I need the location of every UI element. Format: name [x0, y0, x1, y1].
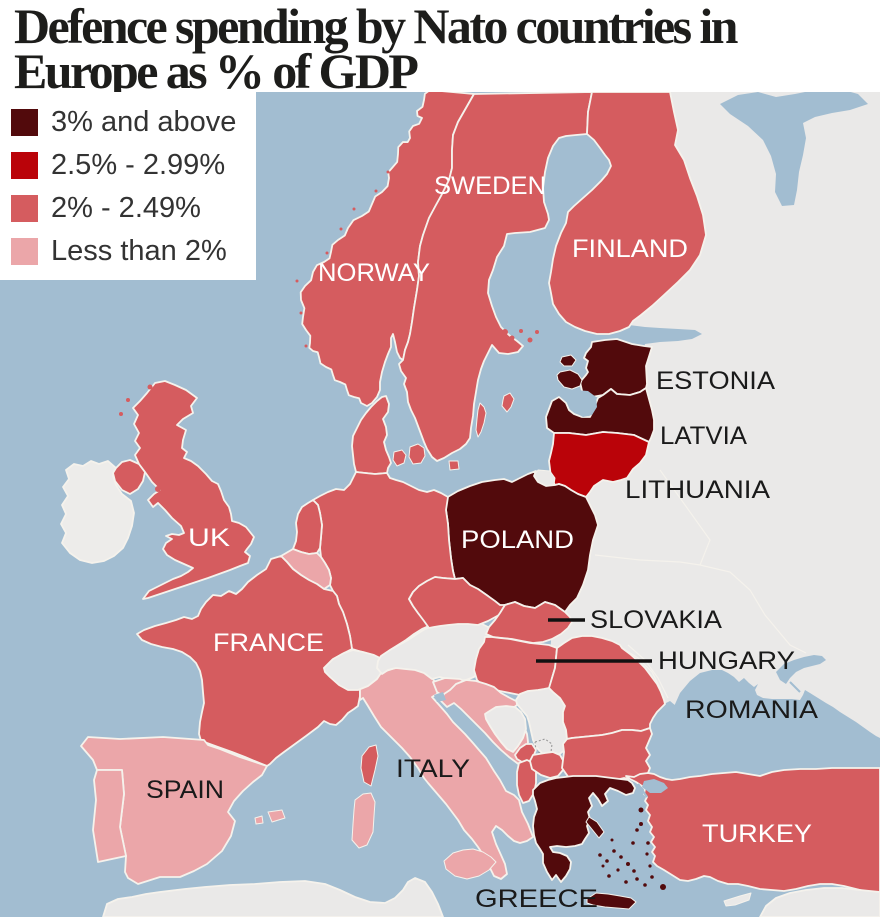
- svg-text:SPAIN: SPAIN: [146, 776, 224, 804]
- svg-text:NORWAY: NORWAY: [318, 259, 430, 287]
- svg-text:TURKEY: TURKEY: [702, 820, 812, 848]
- svg-text:POLAND: POLAND: [461, 526, 574, 554]
- svg-text:GREECE: GREECE: [475, 885, 598, 913]
- svg-text:ITALY: ITALY: [396, 755, 470, 783]
- svg-text:LITHUANIA: LITHUANIA: [625, 476, 770, 504]
- svg-text:ESTONIA: ESTONIA: [656, 367, 775, 395]
- svg-text:LATVIA: LATVIA: [660, 422, 747, 450]
- svg-text:SWEDEN: SWEDEN: [434, 172, 546, 200]
- svg-text:HUNGARY: HUNGARY: [658, 647, 795, 675]
- svg-text:ROMANIA: ROMANIA: [685, 696, 818, 724]
- svg-text:UK: UK: [188, 524, 230, 552]
- svg-text:FINLAND: FINLAND: [572, 235, 688, 263]
- svg-text:SLOVAKIA: SLOVAKIA: [590, 606, 722, 634]
- svg-text:FRANCE: FRANCE: [213, 629, 324, 657]
